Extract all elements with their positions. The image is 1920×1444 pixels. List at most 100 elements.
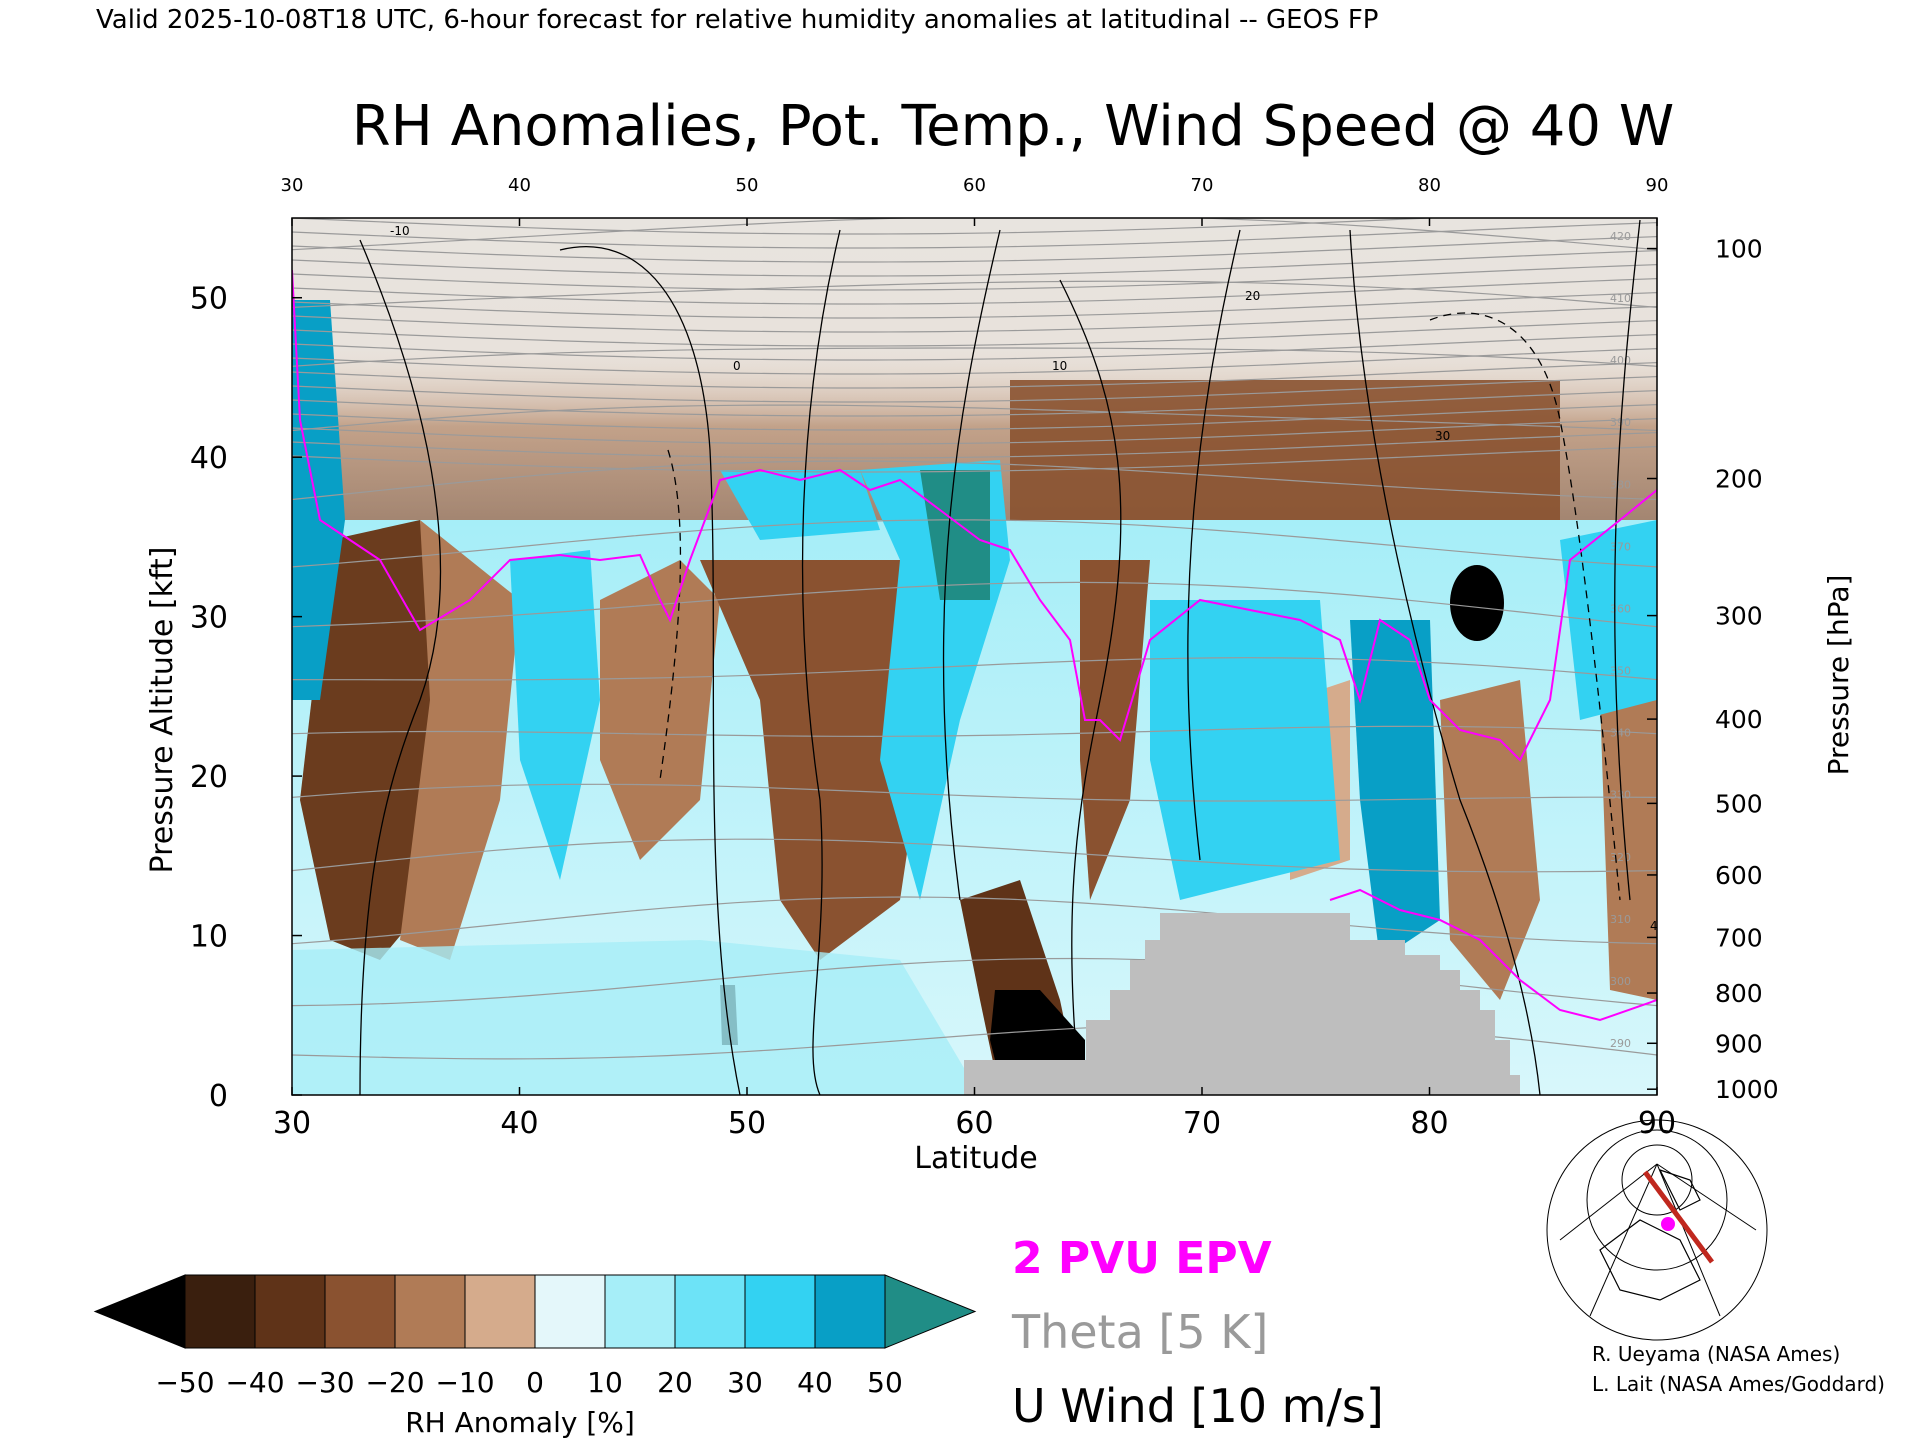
x-tick-label: 40 [500, 1106, 538, 1141]
wind-contour-line [359, 239, 442, 1095]
wind-contour-label: 30 [1435, 429, 1450, 443]
moist-column-42n [510, 550, 600, 880]
theta-contour-line [292, 404, 1657, 432]
colorbar-segment [254, 1274, 326, 1349]
colorbar-tick-label: −50 [155, 1366, 214, 1399]
theta-contour-label: 360 [1610, 603, 1631, 616]
wind-contour-label: 0 [733, 359, 741, 373]
colorbar-tick-label: 50 [867, 1366, 903, 1399]
theta-contour-label: 400 [1610, 354, 1631, 367]
colorbar-tick-label: −40 [225, 1366, 284, 1399]
theta-contour-line [292, 404, 1657, 431]
theta-contour-line [292, 390, 1657, 417]
wind-contour-line [1614, 219, 1641, 901]
theta-contour-line [292, 838, 1657, 873]
pressure-tick-label: 900 [1715, 1029, 1763, 1058]
theta-contour-label: 290 [1610, 1037, 1631, 1050]
locator-map-meridian [1559, 1163, 1658, 1241]
theta-contour-line [292, 460, 1657, 501]
theta-contour-line [292, 432, 1657, 459]
theta-contour-line [292, 581, 1657, 628]
pressure-tick-label: 400 [1715, 705, 1763, 734]
moist-boundary-layer [292, 940, 980, 1095]
colorbar-arrow-low [93, 1274, 186, 1349]
x-tick-label: 70 [1183, 1106, 1221, 1141]
colorbar-label: RH Anomaly [%] [405, 1406, 635, 1439]
theta-contour-line [292, 725, 1657, 738]
locator-map-meridian [1656, 1163, 1721, 1317]
colorbar-segment [464, 1274, 536, 1349]
colorbar-segment [674, 1274, 746, 1349]
topography-mask [964, 913, 1520, 1095]
colorbar: −50 −40 −30 −20 −10 0 10 20 30 40 50 [93, 1274, 977, 1399]
locator-map-outer-circle [1546, 1119, 1768, 1341]
theta-contour-line [292, 362, 1657, 389]
locator-map-meridian [1589, 1163, 1658, 1317]
x-tick-label: 50 [728, 1106, 766, 1141]
credit-line-1: R. Ueyama (NASA Ames) [1592, 1342, 1841, 1366]
moist-column-79n [1350, 620, 1440, 960]
wind-contour-label: 20 [1245, 289, 1260, 303]
x-top-tick-label: 30 [281, 175, 304, 196]
theta-contour-label: 300 [1610, 975, 1631, 988]
pressure-axis-label: Pressure [hPa] [1822, 575, 1855, 776]
theta-contour-line [292, 264, 1657, 291]
colorbar-tick-label: −10 [435, 1366, 494, 1399]
theta-contour-label: 370 [1610, 540, 1631, 553]
colorbar-segment [324, 1274, 396, 1349]
pvu-2-epv-line-low [1329, 888, 1657, 1022]
locator-map-coastline [1658, 1168, 1701, 1211]
theta-contour-line [292, 278, 1657, 305]
colorbar-segment [604, 1274, 676, 1349]
theta-contour-line [292, 519, 1657, 568]
wind-contour-line [801, 229, 841, 1095]
colorbar-tick-label: 40 [797, 1366, 833, 1399]
y-tick-label: 30 [190, 601, 228, 636]
locator-map-coastline [1599, 1219, 1701, 1301]
colorbar-tick-label: 0 [526, 1366, 544, 1399]
legend-theta: Theta [5 K] [1011, 1305, 1268, 1359]
y-tick-label: 50 [190, 282, 228, 317]
locator-map-icon [1546, 1119, 1768, 1341]
plot-area: 2903003103203303403503603703803904004104… [292, 218, 1657, 1095]
locator-map-latitude-circle [1586, 1129, 1728, 1271]
theta-contour-label: 340 [1610, 727, 1631, 740]
pressure-tick-label: 300 [1715, 602, 1763, 631]
wind-contour-line-negative [1429, 312, 1621, 901]
x-top-tick-label: 50 [736, 175, 759, 196]
x-tick-label: 90 [1638, 1106, 1676, 1141]
colorbar-segment [394, 1274, 466, 1349]
theta-contour-line [292, 306, 1657, 333]
theta-contour-line [292, 218, 1444, 235]
colorbar-segment [534, 1274, 606, 1349]
wind-contour-line-negative [659, 449, 682, 781]
x-top-tick-label: 80 [1418, 175, 1441, 196]
theta-contour-line [292, 218, 1657, 251]
colorbar-tick-label: 10 [587, 1366, 623, 1399]
credit-line-2: L. Lait (NASA Ames/Goddard) [1592, 1372, 1885, 1396]
colorbar-segment [744, 1274, 816, 1349]
y-axis-left: 0 10 20 30 40 50 [190, 282, 302, 1114]
pvu-2-epv-line [292, 269, 1657, 762]
x-axis-top: 30 40 50 60 70 80 90 [281, 175, 1668, 226]
y-tick-label: 10 [190, 920, 228, 955]
theta-contour-line [292, 222, 1657, 249]
wind-contour-label: -10 [390, 224, 410, 238]
colorbar-tick-label: 30 [727, 1366, 763, 1399]
dry-column-89n [1600, 690, 1657, 1000]
theta-contour-label: 310 [1610, 913, 1631, 926]
pressure-tick-label: 500 [1715, 789, 1763, 818]
dry-column-82n [1440, 680, 1540, 1000]
wind-contour-line [1187, 229, 1241, 861]
wind-contour-label: 10 [1052, 359, 1067, 373]
y-tick-label: 40 [190, 441, 228, 476]
x-tick-label: 30 [273, 1106, 311, 1141]
pressure-tick-label: 200 [1715, 465, 1763, 494]
chart-title: RH Anomalies, Pot. Temp., Wind Speed @ 4… [352, 94, 1674, 159]
pressure-tick-label: 700 [1715, 923, 1763, 952]
x-axis-label: Latitude [914, 1141, 1037, 1176]
y-axis-label: Pressure Altitude [kft] [145, 547, 180, 874]
x-tick-label: 60 [955, 1106, 993, 1141]
wind-contour-line [1349, 229, 1541, 1095]
